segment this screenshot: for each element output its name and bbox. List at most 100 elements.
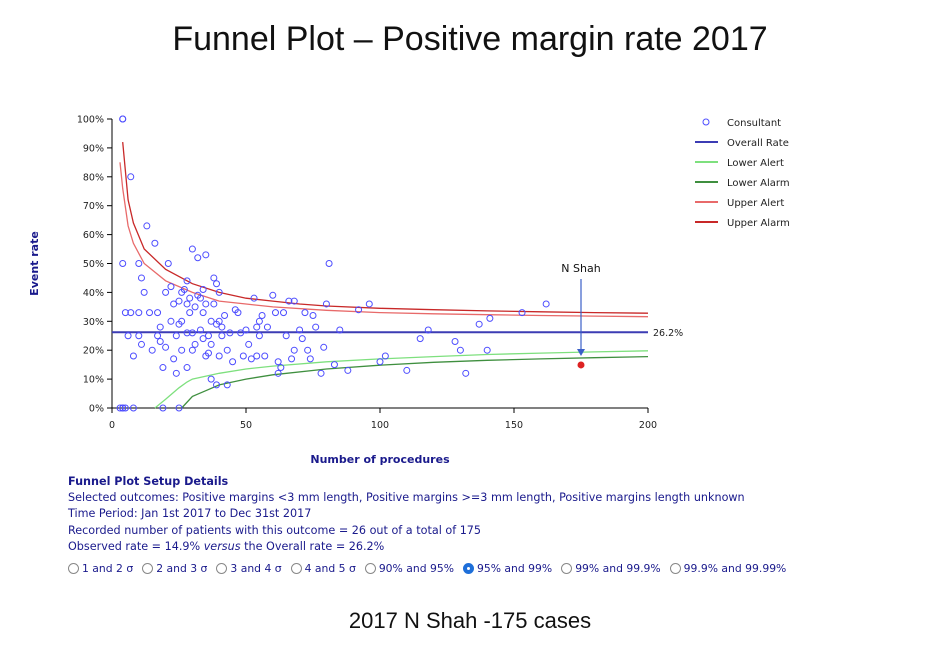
- consultant-point: [304, 346, 312, 354]
- radio-option-7[interactable]: 99.9% and 99.99%: [669, 562, 786, 575]
- consultant-point: [486, 314, 494, 322]
- consultant-point: [156, 338, 164, 346]
- y-tick-label: 90%: [83, 143, 104, 154]
- consultant-point: [210, 274, 218, 282]
- consultant-point: [143, 222, 151, 230]
- consultant-point: [416, 335, 424, 343]
- setup-details: Funnel Plot Setup Details Selected outco…: [68, 474, 908, 555]
- radio-option-1[interactable]: 2 and 3 σ: [142, 562, 207, 575]
- radio-button[interactable]: [561, 563, 573, 574]
- consultant-point: [309, 312, 317, 320]
- observed-versus: versus: [203, 539, 241, 553]
- consultant-point: [188, 346, 196, 354]
- consultant-point: [202, 300, 210, 308]
- x-tick-label: 100: [371, 420, 389, 431]
- consultant-point: [376, 358, 384, 366]
- consultant-point: [258, 312, 266, 320]
- setup-observed: Observed rate = 14.9% versus the Overall…: [68, 539, 908, 555]
- consultant-point: [475, 320, 483, 328]
- radio-button[interactable]: [669, 563, 681, 574]
- y-tick-label: 80%: [83, 172, 104, 183]
- consultant-point: [140, 288, 148, 296]
- consultant-point: [223, 346, 231, 354]
- consultant-point: [290, 297, 298, 305]
- consultant-point: [183, 329, 191, 337]
- consultant-point: [137, 274, 145, 282]
- setup-period: Time Period: Jan 1st 2017 to Dec 31st 20…: [68, 507, 312, 521]
- consultant-point: [234, 309, 242, 317]
- consultant-point: [204, 349, 212, 357]
- consultant-point: [183, 300, 191, 308]
- consultant-point: [116, 404, 124, 412]
- consultant-point: [255, 332, 263, 340]
- consultant-point: [320, 343, 328, 351]
- radio-option-2[interactable]: 3 and 4 σ: [216, 562, 282, 575]
- consultant-point: [237, 329, 245, 337]
- legend-label: Consultant: [727, 118, 781, 129]
- consultant-point: [213, 381, 221, 389]
- consultant-point: [229, 358, 237, 366]
- consultant-point: [191, 340, 199, 348]
- consultant-point: [207, 340, 215, 348]
- slide-caption: 2017 N Shah -175 cases: [348, 608, 592, 633]
- consultant-point: [180, 286, 188, 294]
- consultant-point: [322, 300, 330, 308]
- y-tick-label: 0%: [89, 404, 104, 415]
- consultant-point: [137, 340, 145, 348]
- y-tick-label: 100%: [77, 115, 104, 126]
- consultant-point: [127, 173, 135, 181]
- consultant-point: [253, 352, 261, 360]
- consultant-point: [127, 309, 135, 317]
- consultant-point: [221, 312, 229, 320]
- consultant-point: [271, 309, 279, 317]
- radio-button[interactable]: [463, 563, 474, 574]
- radio-button[interactable]: [142, 563, 154, 574]
- legend-label: Upper Alert: [727, 198, 784, 209]
- radio-option-6[interactable]: 99% and 99.9%: [561, 562, 661, 575]
- radio-option-0[interactable]: 1 and 2 σ: [68, 562, 133, 575]
- consultant-point: [280, 309, 288, 317]
- radio-option-3[interactable]: 4 and 5 σ: [290, 562, 356, 575]
- radio-button[interactable]: [364, 563, 376, 574]
- radio-option-5[interactable]: 95% and 99%: [463, 562, 552, 575]
- consultant-point: [403, 366, 411, 374]
- y-tick-label: 60%: [83, 230, 104, 241]
- consultant-point: [424, 326, 432, 334]
- consultant-point: [186, 294, 194, 302]
- consultant-point: [188, 245, 196, 253]
- consultant-point: [119, 260, 127, 267]
- consultant-point: [223, 381, 231, 389]
- consultant-point: [242, 326, 250, 334]
- consultant-point: [170, 355, 178, 363]
- consultant-point: [202, 251, 210, 259]
- radio-button[interactable]: [290, 563, 302, 574]
- radio-button[interactable]: [68, 563, 79, 574]
- consultant-point: [245, 340, 253, 348]
- consultant-point: [178, 317, 186, 325]
- consultant-point: [129, 352, 137, 360]
- consultant-point: [194, 254, 202, 262]
- consultant-point: [186, 309, 194, 317]
- consultant-point: [215, 317, 223, 325]
- setup-header: Funnel Plot Setup Details: [68, 475, 229, 488]
- consultant-point: [274, 369, 282, 377]
- consultant-point: [199, 309, 207, 317]
- consultant-point: [172, 332, 180, 340]
- consultant-point: [288, 355, 296, 363]
- radio-button[interactable]: [216, 563, 228, 574]
- highlight-point: [577, 361, 585, 369]
- legend-label: Upper Alarm: [727, 218, 790, 229]
- consultant-point: [159, 364, 167, 372]
- consultant-point: [215, 352, 223, 360]
- upper-alert-line: [119, 162, 649, 318]
- consultant-point: [135, 332, 143, 340]
- consultant-point: [154, 332, 162, 340]
- consultant-point: [213, 280, 221, 288]
- consultant-point: [255, 317, 263, 325]
- radio-option-4[interactable]: 90% and 95%: [364, 562, 454, 575]
- y-tick-label: 20%: [83, 346, 104, 357]
- y-tick-label: 10%: [83, 375, 104, 386]
- consultant-point: [215, 288, 223, 296]
- consultant-point: [183, 364, 191, 372]
- consultant-point: [156, 323, 164, 331]
